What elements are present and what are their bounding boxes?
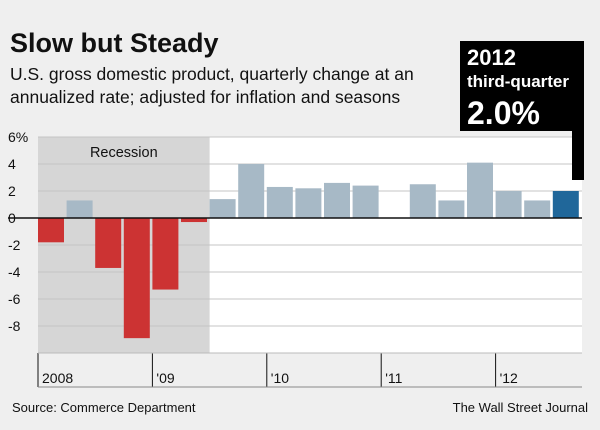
bar bbox=[266, 186, 293, 218]
plot-area: Recession6%420-2-4-6-82008'09'10'11'1220… bbox=[8, 41, 584, 388]
year-label: '09 bbox=[156, 370, 174, 386]
bar bbox=[181, 218, 207, 223]
bar bbox=[209, 199, 236, 218]
year-label: '12 bbox=[500, 370, 518, 386]
recession-label: Recession bbox=[90, 145, 158, 161]
bar bbox=[409, 184, 436, 218]
bar bbox=[352, 185, 379, 218]
y-tick-label: -6 bbox=[8, 291, 21, 307]
bar bbox=[467, 162, 493, 218]
year-label: '11 bbox=[385, 370, 402, 386]
bar bbox=[123, 218, 150, 339]
subtitle-line-1: U.S. gross domestic product, quarterly c… bbox=[10, 64, 414, 84]
year-label: 2008 bbox=[42, 370, 73, 386]
y-tick-label: -2 bbox=[8, 237, 21, 253]
source-note: Source: Commerce Department bbox=[12, 400, 196, 415]
bar bbox=[95, 218, 122, 268]
year-label: '10 bbox=[271, 370, 289, 386]
callout-box bbox=[460, 41, 584, 180]
y-tick-label: -4 bbox=[8, 264, 21, 280]
y-tick-label: 2 bbox=[8, 183, 16, 199]
bar bbox=[238, 164, 265, 218]
bar bbox=[152, 218, 179, 290]
bar bbox=[324, 182, 350, 218]
credit-note: The Wall Street Journal bbox=[453, 400, 588, 415]
y-tick-label: -8 bbox=[8, 318, 21, 334]
y-tick-label: 4 bbox=[8, 156, 16, 172]
callout-label: third-quarter bbox=[467, 72, 569, 91]
callout-value: 2.0% bbox=[467, 95, 540, 131]
callout-year: 2012 bbox=[467, 45, 516, 70]
bar bbox=[38, 218, 64, 243]
bar bbox=[495, 191, 522, 218]
bar-highlight bbox=[552, 191, 579, 218]
bar bbox=[295, 188, 322, 218]
y-tick-label: 6% bbox=[8, 129, 28, 145]
bar bbox=[438, 200, 465, 218]
subtitle-line-2: annualized rate; adjusted for inflation … bbox=[10, 87, 400, 107]
chart-title: Slow but Steady bbox=[10, 28, 219, 58]
bar bbox=[66, 200, 93, 218]
bar bbox=[524, 200, 551, 218]
